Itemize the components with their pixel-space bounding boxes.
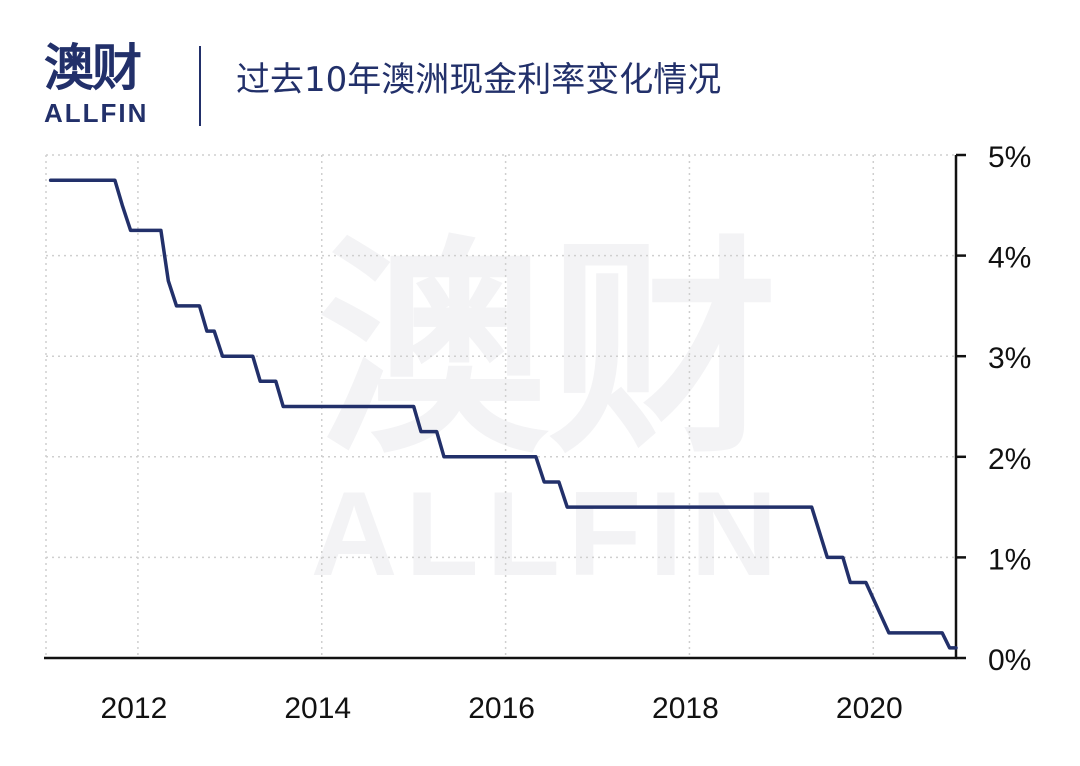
- brand-name-en: ALLFIN: [44, 98, 149, 128]
- brand-name-cn: 澳财: [44, 39, 142, 97]
- watermark-cn: 澳财: [318, 218, 778, 485]
- y-tick-label-4: 4%: [988, 242, 1031, 275]
- series-line-0: [48, 178, 958, 650]
- tick-labels: 0% 1% 2% 3% 4% 5% 2012 2014 2016 2018 2020: [101, 141, 1032, 725]
- axes: [44, 153, 966, 660]
- y-tick-label-1: 1%: [988, 543, 1031, 576]
- header-divider: [199, 46, 201, 126]
- y-tick-label-0: 0%: [988, 644, 1031, 677]
- series-group: [48, 178, 958, 650]
- brand-logo: 澳财 ALLFIN: [44, 40, 164, 128]
- x-tick-label-2: 2016: [468, 692, 535, 725]
- x-tick-label-4: 2020: [836, 692, 903, 725]
- watermark-en: ALLFIN: [311, 467, 786, 601]
- x-tick-label-0: 2012: [101, 692, 168, 725]
- y-tick-label-5: 5%: [988, 141, 1031, 174]
- grid-lines: [45, 154, 956, 658]
- y-tick-label-3: 3%: [988, 342, 1031, 375]
- y-tick-label-2: 2%: [988, 443, 1031, 476]
- x-tick-label-1: 2014: [284, 692, 351, 725]
- chart-title: 过去10年澳洲现金利率变化情况: [236, 60, 722, 100]
- x-tick-label-3: 2018: [652, 692, 719, 725]
